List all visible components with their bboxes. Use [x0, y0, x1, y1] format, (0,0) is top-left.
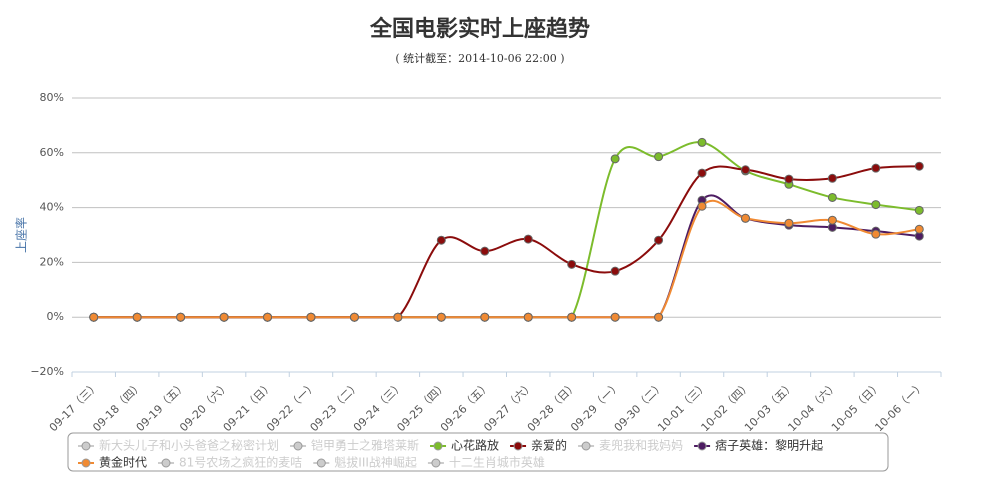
data-point — [697, 168, 707, 178]
legend-label: 十二生肖城市英雄 — [449, 455, 545, 470]
legend-label: 魁拔III战神崛起 — [334, 455, 417, 470]
data-point — [654, 152, 664, 162]
legend-marker — [581, 441, 591, 451]
y-tick-label: 40% — [40, 201, 64, 214]
data-point — [567, 312, 577, 322]
y-tick-label: 20% — [40, 255, 64, 268]
data-point — [306, 312, 316, 322]
legend-marker — [161, 458, 171, 468]
data-point — [740, 213, 750, 223]
data-point — [349, 312, 359, 322]
data-point — [132, 312, 142, 322]
legend-marker — [431, 458, 441, 468]
data-point — [914, 224, 924, 234]
data-point — [567, 259, 577, 269]
legend-label: 痞子英雄：黎明升起 — [715, 438, 823, 453]
legend-item[interactable]: 麦兜我和我妈妈 — [578, 438, 683, 453]
data-point — [914, 161, 924, 171]
legend-label: 麦兜我和我妈妈 — [599, 438, 683, 453]
legend-label: 铠甲勇士之雅塔莱斯 — [311, 438, 419, 453]
legend-marker — [81, 441, 91, 451]
legend-marker — [433, 441, 443, 451]
legend-label: 新大头儿子和小头爸爸之秘密计划 — [99, 438, 279, 453]
data-point — [393, 312, 403, 322]
data-point — [89, 312, 99, 322]
series-line — [93, 141, 920, 319]
series-line — [93, 165, 920, 319]
legend-item[interactable]: 铠甲勇士之雅塔莱斯 — [290, 438, 419, 453]
legend-label: 黄金时代 — [99, 455, 147, 470]
legend-item[interactable]: 新大头儿子和小头爸爸之秘密计划 — [78, 438, 279, 453]
data-point — [827, 192, 837, 202]
legend-item[interactable]: 黄金时代 — [78, 455, 147, 470]
legend-item[interactable]: 心花路放 — [430, 438, 499, 453]
y-tick-label: −20% — [30, 365, 64, 378]
legend-item[interactable]: 魁拔III战神崛起 — [313, 455, 417, 470]
data-point — [176, 312, 186, 322]
data-point — [654, 235, 664, 245]
data-point — [697, 201, 707, 211]
data-point — [610, 154, 620, 164]
data-point — [827, 215, 837, 225]
data-point — [610, 312, 620, 322]
legend-label: 81号农场之疯狂的麦咭 — [179, 455, 302, 470]
data-point — [523, 234, 533, 244]
data-point — [263, 312, 273, 322]
data-point — [480, 246, 490, 256]
data-point — [219, 312, 229, 322]
data-point — [784, 218, 794, 228]
legend-item[interactable]: 十二生肖城市英雄 — [427, 455, 545, 470]
data-point — [654, 312, 664, 322]
y-tick-label: 80% — [40, 91, 64, 104]
legend-marker — [513, 441, 523, 451]
data-point — [523, 312, 533, 322]
data-point — [436, 235, 446, 245]
data-point — [610, 266, 620, 276]
series-line — [93, 199, 920, 319]
y-tick-label: 0% — [47, 310, 64, 323]
legend-label: 亲爱的 — [531, 438, 567, 453]
chart-title: 全国电影实时上座趋势 — [369, 16, 590, 42]
data-point — [697, 137, 707, 147]
data-point — [480, 312, 490, 322]
legend-item[interactable]: 痞子英雄：黎明升起 — [694, 438, 823, 453]
data-point — [871, 200, 881, 210]
legend-marker — [81, 458, 91, 468]
data-point — [436, 312, 446, 322]
y-tick-label: 60% — [40, 146, 64, 159]
data-point — [784, 174, 794, 184]
data-point — [871, 229, 881, 239]
legend-item[interactable]: 亲爱的 — [510, 438, 567, 453]
data-point — [914, 205, 924, 215]
legend-box — [67, 432, 889, 472]
chart-subtitle: ( 统计截至：2014-10-06 22:00 ) — [395, 51, 564, 65]
legend-label: 心花路放 — [451, 438, 499, 453]
legend-item[interactable]: 81号农场之疯狂的麦咭 — [158, 455, 302, 470]
data-point — [871, 163, 881, 173]
series-line — [93, 194, 920, 319]
y-axis-label: 上座率 — [14, 217, 29, 253]
legend-marker — [293, 441, 303, 451]
legend-marker — [697, 441, 707, 451]
legend-marker — [316, 458, 326, 468]
data-point — [827, 173, 837, 183]
data-point — [740, 165, 750, 175]
